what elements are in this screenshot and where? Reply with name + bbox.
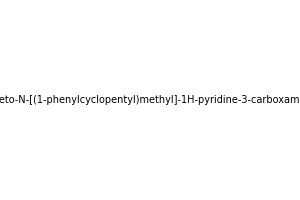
Text: 4-keto-N-[(1-phenylcyclopentyl)methyl]-1H-pyridine-3-carboxamide: 4-keto-N-[(1-phenylcyclopentyl)methyl]-1… — [0, 95, 300, 105]
